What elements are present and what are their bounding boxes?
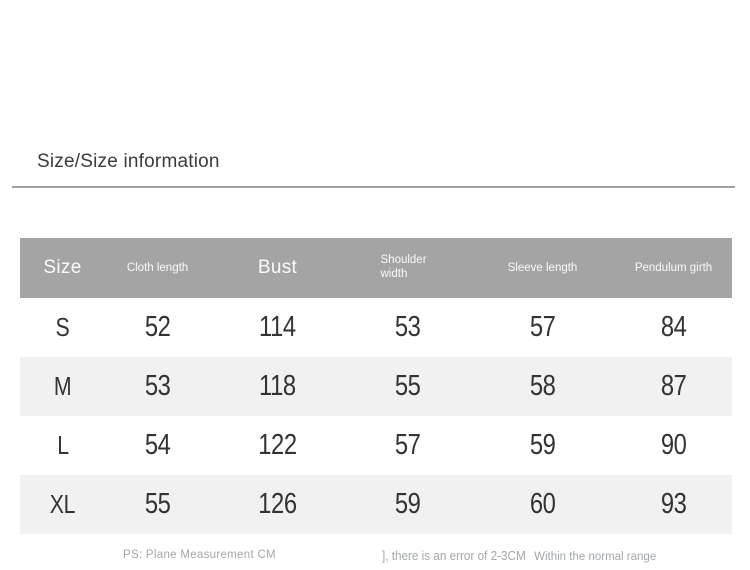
table-row-s: S 52 114 53 57 84	[20, 298, 732, 357]
column-header-shoulder-width: Shoulder width	[345, 238, 470, 298]
measurement-note-left: PS: Plane Measurement CM	[123, 549, 276, 561]
size-table-header: Size Cloth length Bust Shoulder width Sl…	[20, 238, 732, 298]
value: 122	[258, 429, 297, 461]
table-row-m: M 53 118 55 58 87	[20, 357, 732, 416]
value: 118	[259, 370, 296, 402]
value: 84	[660, 311, 687, 343]
title-divider	[12, 186, 735, 188]
value: 126	[258, 488, 297, 520]
value: 114	[259, 311, 296, 343]
cell-shoulder-width: 59	[345, 475, 470, 534]
value: 55	[394, 370, 421, 402]
cell-size: M	[20, 357, 105, 416]
size-table-body: S 52 114 53 57 84 M 53 118 55 58 87 L 54…	[20, 298, 732, 534]
value: 57	[529, 311, 556, 343]
value: 53	[394, 311, 421, 343]
column-header-sleeve-length-label: Sleeve length	[507, 262, 578, 274]
cell-size: XL	[20, 475, 105, 534]
cell-cloth-length: 54	[105, 416, 210, 475]
column-header-size: Size	[20, 238, 105, 298]
value: 54	[144, 429, 171, 461]
column-header-cloth-length: Cloth length	[105, 238, 210, 298]
cell-pendulum-girth: 90	[615, 416, 732, 475]
measurement-note: PS: Plane Measurement CM ], there is an …	[0, 547, 750, 567]
value: 93	[660, 488, 687, 520]
value: 55	[144, 488, 171, 520]
size-label: S	[55, 312, 70, 342]
size-label: L	[56, 430, 69, 460]
cell-shoulder-width: 53	[345, 298, 470, 357]
cell-cloth-length: 53	[105, 357, 210, 416]
header-row: Size Cloth length Bust Shoulder width Sl…	[20, 238, 732, 298]
cell-cloth-length: 55	[105, 475, 210, 534]
measurement-note-error: ], there is an error of 2-3CM	[382, 548, 526, 563]
value: 87	[660, 370, 687, 402]
cell-pendulum-girth: 84	[615, 298, 732, 357]
column-header-size-label: Size	[43, 257, 82, 278]
table-row-l: L 54 122 57 59 90	[20, 416, 732, 475]
cell-size: L	[20, 416, 105, 475]
column-header-shoulder-width-label: Shoulder width	[380, 254, 427, 280]
size-label: XL	[49, 489, 76, 519]
size-label: M	[53, 371, 72, 401]
column-header-cloth-length-label: Cloth length	[126, 262, 189, 274]
value: 58	[529, 370, 556, 402]
cell-pendulum-girth: 87	[615, 357, 732, 416]
table-row-xl: XL 55 126 59 60 93	[20, 475, 732, 534]
column-header-bust: Bust	[210, 238, 345, 298]
cell-bust: 114	[210, 298, 345, 357]
cell-sleeve-length: 60	[470, 475, 615, 534]
value: 59	[529, 429, 556, 461]
cell-sleeve-length: 58	[470, 357, 615, 416]
cell-shoulder-width: 55	[345, 357, 470, 416]
cell-shoulder-width: 57	[345, 416, 470, 475]
value: 60	[529, 488, 556, 520]
value: 59	[394, 488, 421, 520]
cell-bust: 126	[210, 475, 345, 534]
measurement-note-right: ], there is an error of 2-3CM Within the…	[382, 547, 656, 565]
page-title: Size/Size information	[37, 151, 220, 172]
size-table: Size Cloth length Bust Shoulder width Sl…	[20, 238, 732, 534]
column-header-bust-label: Bust	[257, 257, 298, 278]
value: 53	[144, 370, 171, 402]
column-header-pendulum-girth-label: Pendulum girth	[634, 262, 713, 274]
cell-sleeve-length: 59	[470, 416, 615, 475]
cell-bust: 122	[210, 416, 345, 475]
cell-size: S	[20, 298, 105, 357]
cell-cloth-length: 52	[105, 298, 210, 357]
column-header-pendulum-girth: Pendulum girth	[615, 238, 732, 298]
value: 90	[660, 429, 687, 461]
value: 52	[144, 311, 171, 343]
column-header-sleeve-length: Sleeve length	[470, 238, 615, 298]
value: 57	[394, 429, 421, 461]
cell-sleeve-length: 57	[470, 298, 615, 357]
cell-bust: 118	[210, 357, 345, 416]
measurement-note-range: Within the normal range	[534, 551, 657, 563]
cell-pendulum-girth: 93	[615, 475, 732, 534]
